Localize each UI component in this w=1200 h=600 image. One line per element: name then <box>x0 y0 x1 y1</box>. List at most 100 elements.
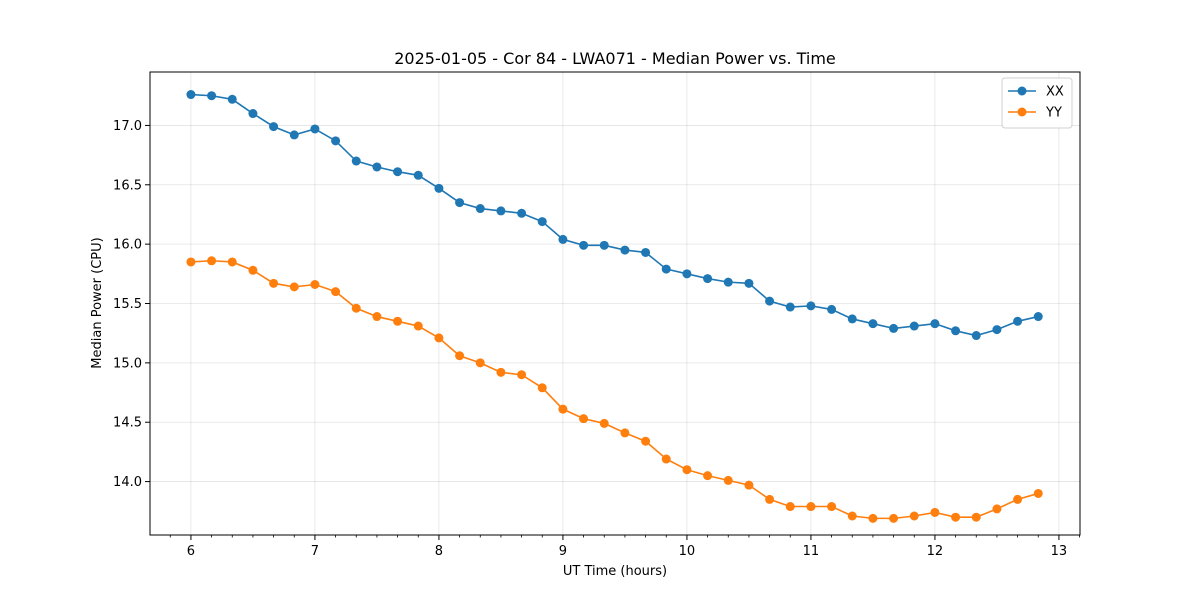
data-point-xx <box>744 278 754 288</box>
data-point-xx <box>889 323 899 333</box>
legend-label: XX <box>1046 85 1064 100</box>
data-point-xx <box>620 245 630 255</box>
data-point-xx <box>785 302 795 312</box>
data-point-xx <box>641 247 651 257</box>
data-point-yy <box>1013 494 1023 504</box>
data-point-yy <box>186 257 196 267</box>
y-tick-label: 15.5 <box>113 297 142 312</box>
x-tick-label: 7 <box>311 544 319 559</box>
data-point-yy <box>765 494 775 504</box>
data-point-xx <box>393 167 403 177</box>
data-point-xx <box>1033 312 1043 322</box>
data-point-xx <box>703 274 713 284</box>
legend-item-yy: YY <box>1008 106 1062 121</box>
data-point-yy <box>207 256 217 266</box>
data-point-yy <box>744 480 754 490</box>
data-point-yy <box>579 414 589 424</box>
data-point-yy <box>475 358 485 368</box>
data-point-xx <box>372 162 382 172</box>
data-point-xx <box>827 304 837 314</box>
data-point-xx <box>269 122 279 132</box>
data-point-yy <box>620 428 630 438</box>
data-point-xx <box>723 277 733 287</box>
data-point-yy <box>641 436 651 446</box>
data-point-yy <box>289 282 299 292</box>
data-point-xx <box>186 90 196 100</box>
data-point-yy <box>537 383 547 393</box>
x-tick-label: 11 <box>803 544 820 559</box>
data-point-xx <box>992 325 1002 335</box>
data-point-xx <box>909 321 919 331</box>
data-point-yy <box>331 287 341 297</box>
data-point-xx <box>971 331 981 341</box>
data-point-xx <box>765 296 775 306</box>
legend-marker <box>1017 107 1027 117</box>
data-point-xx <box>1013 316 1023 326</box>
data-point-yy <box>351 303 361 313</box>
plot-frame <box>149 71 1081 536</box>
data-point-yy <box>372 312 382 322</box>
data-point-yy <box>951 512 961 522</box>
legend-item-xx: XX <box>1008 85 1064 100</box>
series-yy <box>186 256 1043 523</box>
y-tick-label: 14.0 <box>113 475 142 490</box>
data-point-xx <box>661 264 671 274</box>
data-point-xx <box>806 301 816 311</box>
data-point-yy <box>889 513 899 523</box>
data-point-yy <box>992 504 1002 514</box>
data-point-xx <box>517 208 527 218</box>
data-point-yy <box>785 502 795 512</box>
data-point-yy <box>434 333 444 343</box>
data-point-xx <box>248 109 258 119</box>
data-point-xx <box>351 156 361 166</box>
data-point-xx <box>227 94 237 104</box>
x-tick-label: 12 <box>927 544 944 559</box>
data-point-xx <box>413 170 423 180</box>
axis-ticks: 6 7 8 9 10 11 12 13 14.0 14.5 15.0 15.5 16.0 16.5 17.0 <box>113 119 1080 559</box>
data-point-yy <box>806 502 816 512</box>
data-point-xx <box>455 198 465 208</box>
data-point-yy <box>310 280 320 290</box>
x-tick-label: 9 <box>559 544 567 559</box>
legend: XX YY <box>1001 77 1073 129</box>
data-point-xx <box>496 206 506 216</box>
x-tick-label: 6 <box>187 544 195 559</box>
data-point-yy <box>599 418 609 428</box>
data-point-yy <box>868 513 878 523</box>
y-axis-label: Median Power (CPU) <box>90 237 105 368</box>
data-point-yy <box>661 454 671 464</box>
data-point-xx <box>434 183 444 193</box>
x-tick-label: 8 <box>435 544 443 559</box>
legend-label: YY <box>1045 106 1062 121</box>
x-tick-label: 10 <box>679 544 696 559</box>
chart-title: 2025-01-05 - Cor 84 - LWA071 - Median Po… <box>394 49 836 68</box>
data-point-yy <box>248 265 258 275</box>
data-point-yy <box>827 502 837 512</box>
data-point-xx <box>207 91 217 101</box>
y-tick-label: 17.0 <box>113 119 142 134</box>
data-point-yy <box>971 512 981 522</box>
data-point-yy <box>723 475 733 485</box>
legend-marker <box>1017 86 1027 96</box>
data-point-yy <box>496 367 506 377</box>
data-point-xx <box>537 217 547 227</box>
data-point-xx <box>930 319 940 329</box>
data-point-yy <box>227 257 237 267</box>
y-tick-label: 16.5 <box>113 178 142 193</box>
data-point-yy <box>703 471 713 481</box>
y-tick-label: 14.5 <box>113 416 142 431</box>
y-tick-label: 15.0 <box>113 356 142 371</box>
data-point-xx <box>868 319 878 329</box>
data-point-yy <box>269 278 279 288</box>
data-point-yy <box>393 316 403 326</box>
data-point-xx <box>599 240 609 250</box>
data-point-xx <box>558 234 568 244</box>
series-group <box>186 90 1043 523</box>
grid <box>150 72 1080 535</box>
data-point-xx <box>951 326 961 336</box>
data-point-yy <box>1033 488 1043 498</box>
data-point-xx <box>331 136 341 146</box>
series-xx <box>186 90 1043 341</box>
data-point-yy <box>517 370 527 380</box>
